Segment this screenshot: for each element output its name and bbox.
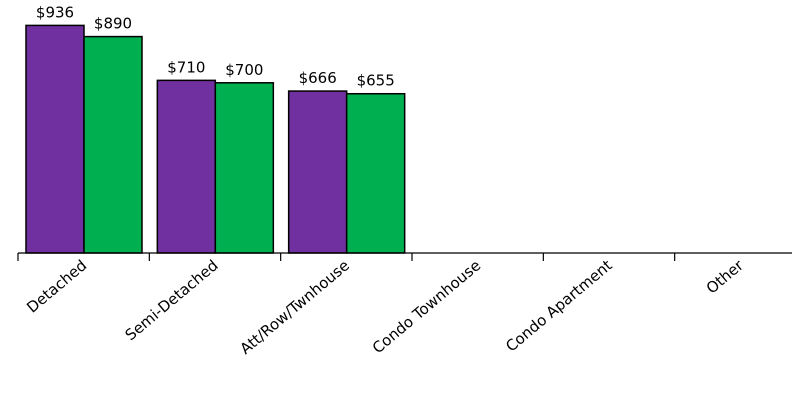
x-tick-label-4: Condo Townhouse: [369, 256, 484, 357]
data-label-1-3: $666: [299, 69, 337, 87]
data-label-2-3: $655: [357, 72, 395, 90]
data-label-2-1: $890: [94, 15, 132, 33]
bars-group: [25, 24, 406, 254]
bar-1-1: [25, 24, 85, 254]
x-tick-label-2: Semi-Detached: [122, 256, 222, 344]
bar-1-3: [287, 90, 348, 254]
data-label-2-2: $700: [225, 61, 263, 79]
x-axis-ticks-group: [17, 253, 676, 261]
x-tick-label-1: Detached: [23, 256, 90, 316]
x-tick-label-5: Condo Apartment: [502, 256, 615, 355]
bar-2-2: [214, 82, 275, 254]
data-labels-group: $936 $890 $710 $700 $666 $655: [36, 3, 395, 89]
bar-2-3: [345, 92, 406, 254]
x-tick-label-3: Att/Row/Twnhouse: [237, 256, 353, 358]
bar-1-2: [156, 79, 217, 254]
data-label-1-2: $710: [167, 58, 205, 76]
bar-2-1: [83, 35, 143, 254]
data-label-1-1: $936: [36, 3, 74, 21]
x-axis-tick-labels-group: Detached Semi-Detached Att/Row/Twnhouse Con…: [23, 256, 747, 358]
x-tick-label-6: Other: [703, 256, 748, 298]
